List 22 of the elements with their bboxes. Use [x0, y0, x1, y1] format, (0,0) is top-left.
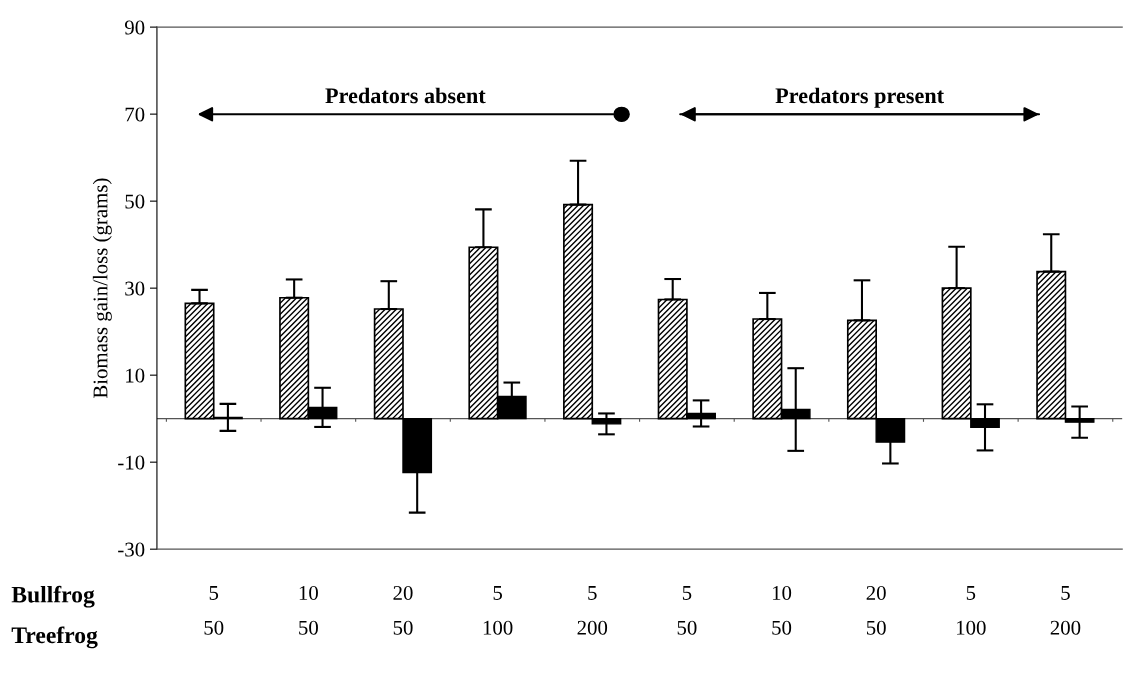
y-tick-label: 90 [124, 20, 145, 35]
y-tick-label: -30 [118, 542, 145, 557]
y-tick-label: 30 [125, 281, 145, 296]
x-tick-label: 5 100 [957, 586, 986, 635]
x-tick-label: 5 200 [577, 586, 608, 635]
x-tick-label: 10 50 [299, 585, 318, 635]
annotation: Predators absent [325, 87, 486, 104]
y-tick-label: 50 [125, 194, 145, 209]
text: Bullfrog [11, 585, 95, 608]
y-tick-label: 70 [125, 107, 145, 122]
x-tick-label: 20 50 [866, 585, 886, 635]
y-tick-label: 10 [126, 368, 145, 383]
x-tick-label: 5 200 [1050, 586, 1081, 635]
y-tick-label: -10 [118, 455, 145, 470]
x-tick-label: 5 50 [204, 586, 224, 635]
x-tick-label: 20 50 [393, 585, 413, 635]
annotation: Predators present [775, 87, 944, 108]
x-tick-label: 5 50 [677, 586, 697, 635]
x-tick-label: 5 100 [483, 586, 513, 635]
y-axis-title: Biomass gain/loss (grams) [92, 178, 112, 399]
x-tick-label: 10 50 [772, 585, 792, 635]
text: Treefrog [11, 626, 98, 649]
